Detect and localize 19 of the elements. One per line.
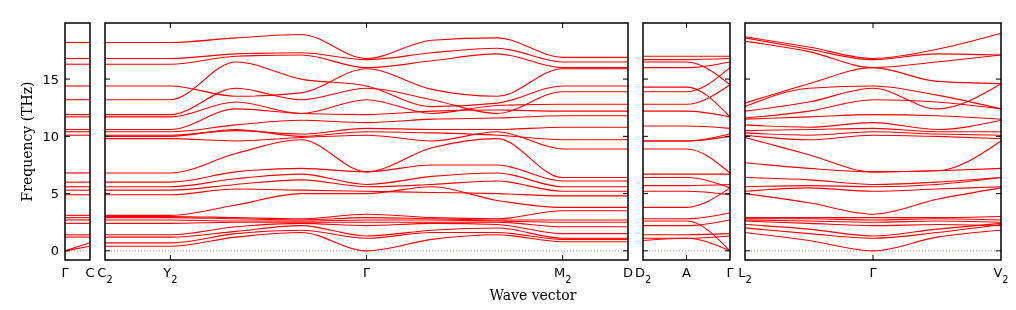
x-tick-label: Γ <box>726 265 735 280</box>
x-tick-label: Γ <box>869 265 878 280</box>
x-tick-label: V$_{2}$ <box>993 265 1009 285</box>
x-tick-label: L$_{2}$ <box>738 265 752 285</box>
x-tick-label: Y$_{2}$ <box>162 265 178 285</box>
y-tick-label: 5 <box>50 186 59 202</box>
x-tick-label: Γ <box>362 265 371 280</box>
x-tick-label: Γ <box>61 265 70 280</box>
y-axis-title: Frequency (THz) <box>19 81 35 202</box>
x-tick-label: C <box>85 265 95 280</box>
x-tick-label: D$_{2}$ <box>634 265 652 285</box>
x-axis-title: Wave vector <box>489 287 577 303</box>
y-tick-label: 0 <box>50 243 59 259</box>
y-tick-label: 10 <box>42 128 59 144</box>
x-tick-label: D <box>622 265 634 280</box>
x-tick-label: C$_{2}$ <box>97 265 113 285</box>
y-tick-label: 15 <box>42 71 59 87</box>
x-tick-label: A <box>682 265 692 280</box>
x-tick-label: M$_{2}$ <box>553 265 572 285</box>
